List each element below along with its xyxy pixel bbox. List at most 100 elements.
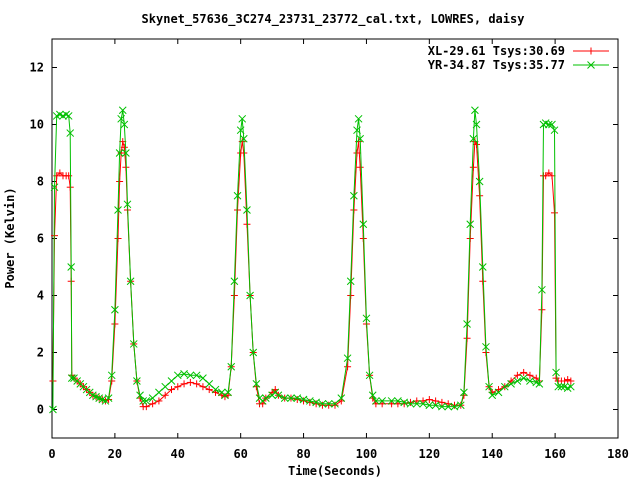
data-point bbox=[239, 134, 248, 143]
data-point bbox=[249, 348, 258, 357]
data-point bbox=[535, 379, 544, 388]
data-point bbox=[211, 385, 220, 394]
data-point bbox=[412, 399, 421, 408]
data-point bbox=[520, 368, 528, 376]
data-point bbox=[62, 110, 71, 119]
data-point bbox=[243, 206, 251, 214]
x-tick-label: 0 bbox=[48, 447, 55, 461]
data-point bbox=[233, 191, 242, 200]
data-point bbox=[394, 397, 402, 405]
data-point bbox=[293, 396, 301, 404]
data-point bbox=[488, 391, 497, 400]
data-point bbox=[205, 386, 213, 394]
y-tick-label: 10 bbox=[30, 118, 44, 132]
data-point bbox=[324, 399, 333, 408]
data-point bbox=[538, 285, 546, 294]
data-point bbox=[56, 169, 64, 177]
data-point bbox=[318, 401, 326, 409]
data-point bbox=[230, 277, 239, 286]
data-point bbox=[463, 320, 471, 328]
data-point bbox=[350, 191, 358, 200]
legend-marker bbox=[587, 47, 595, 55]
data-point bbox=[139, 397, 148, 405]
data-point bbox=[67, 374, 76, 383]
data-point bbox=[378, 397, 387, 405]
data-point bbox=[500, 382, 509, 391]
data-point bbox=[161, 391, 169, 399]
data-point bbox=[318, 399, 327, 408]
data-point bbox=[550, 209, 558, 217]
data-point bbox=[425, 401, 434, 410]
data-point bbox=[513, 371, 521, 379]
data-point bbox=[353, 149, 361, 157]
x-tick-label: 180 bbox=[607, 447, 629, 461]
data-point bbox=[444, 402, 453, 411]
data-point bbox=[193, 380, 201, 388]
data-point bbox=[116, 178, 124, 185]
data-point bbox=[482, 342, 490, 351]
x-tick-label: 120 bbox=[418, 447, 440, 461]
data-point bbox=[117, 149, 125, 157]
data-point bbox=[557, 382, 566, 391]
data-point bbox=[312, 400, 320, 408]
x-tick-label: 60 bbox=[233, 447, 247, 461]
data-point bbox=[526, 371, 534, 379]
data-point bbox=[406, 399, 415, 408]
data-point bbox=[149, 400, 157, 408]
data-point bbox=[129, 340, 138, 348]
series-group bbox=[49, 106, 575, 414]
data-point bbox=[347, 292, 355, 299]
data-point bbox=[463, 334, 471, 342]
data-point bbox=[469, 134, 478, 143]
data-point bbox=[123, 200, 132, 209]
data-point bbox=[356, 134, 365, 143]
data-point bbox=[50, 183, 59, 192]
data-point bbox=[155, 397, 163, 405]
data-point bbox=[368, 391, 377, 400]
data-point bbox=[246, 291, 254, 300]
data-point bbox=[548, 172, 556, 180]
data-point bbox=[456, 401, 465, 410]
data-point bbox=[354, 114, 363, 123]
data-point bbox=[519, 374, 528, 383]
data-point bbox=[566, 382, 575, 391]
data-point bbox=[111, 320, 119, 328]
data-point bbox=[365, 371, 374, 380]
data-point bbox=[122, 149, 130, 157]
data-point bbox=[305, 397, 314, 405]
data-point bbox=[280, 394, 289, 402]
data-point bbox=[552, 368, 560, 377]
data-point bbox=[192, 371, 201, 380]
data-point bbox=[567, 377, 575, 385]
x-tick-label: 80 bbox=[296, 447, 310, 461]
y-tick-label: 4 bbox=[37, 289, 44, 303]
data-point bbox=[337, 394, 346, 402]
data-point bbox=[238, 114, 247, 123]
chart-title: Skynet_57636_3C274_23731_23772_cal.txt, … bbox=[142, 12, 525, 27]
x-tick-label: 140 bbox=[481, 447, 503, 461]
x-tick-label: 20 bbox=[108, 447, 122, 461]
data-point bbox=[287, 394, 295, 402]
data-point bbox=[236, 126, 245, 135]
data-point bbox=[49, 405, 57, 414]
data-point bbox=[362, 314, 371, 323]
legend-label: XL-29.61 Tsys:30.69 bbox=[428, 44, 565, 58]
data-point bbox=[167, 386, 175, 394]
data-point bbox=[221, 393, 229, 401]
data-point bbox=[114, 235, 122, 242]
data-point bbox=[494, 388, 503, 397]
data-point bbox=[450, 402, 459, 411]
x-tick-label: 40 bbox=[171, 447, 185, 461]
data-point bbox=[104, 394, 113, 402]
y-tick-label: 8 bbox=[37, 175, 44, 189]
data-point bbox=[126, 277, 135, 286]
data-point bbox=[466, 220, 475, 229]
data-point bbox=[450, 401, 458, 409]
data-point bbox=[331, 399, 339, 408]
y-axis-label: Power (Kelvin) bbox=[3, 187, 17, 288]
y-tick-label: 12 bbox=[30, 61, 44, 75]
data-point bbox=[173, 371, 182, 380]
data-point bbox=[554, 382, 563, 391]
data-point bbox=[107, 371, 116, 380]
